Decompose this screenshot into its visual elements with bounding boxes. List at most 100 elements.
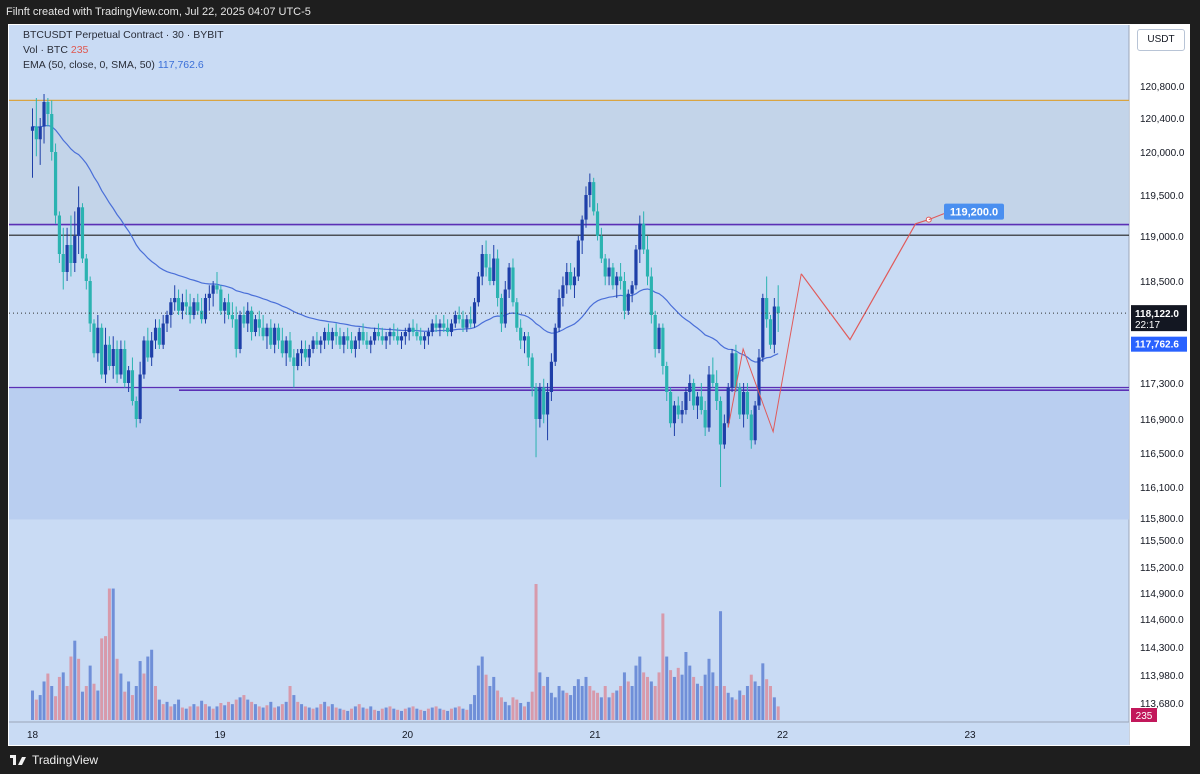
candle-body xyxy=(749,414,753,441)
candle-body xyxy=(699,396,703,410)
candle xyxy=(449,319,454,337)
volume-bar xyxy=(292,695,296,720)
candle xyxy=(738,383,742,419)
volume-bar xyxy=(726,692,730,720)
volume-bar xyxy=(92,683,96,720)
volume-bar xyxy=(480,656,484,720)
volume-bar xyxy=(438,708,442,720)
candle xyxy=(203,293,208,324)
volume-bar xyxy=(350,708,354,720)
volume-bar xyxy=(265,705,269,720)
candle-body xyxy=(576,240,580,277)
volume-bar xyxy=(707,658,711,720)
candle xyxy=(30,108,35,178)
chart-svg[interactable]: 119,200.0 120,800.0 120,400.0 120,000.0 119,… xyxy=(9,25,1189,745)
candle-body xyxy=(157,327,161,345)
candle xyxy=(288,332,292,362)
candle xyxy=(107,336,111,371)
candle xyxy=(622,272,627,320)
candle xyxy=(768,315,773,349)
candle xyxy=(465,315,469,332)
candle-body xyxy=(684,392,688,410)
candle xyxy=(434,315,438,332)
currency-button[interactable]: USDT xyxy=(1137,29,1185,51)
candle-body xyxy=(434,323,438,328)
volume-bar xyxy=(357,704,361,720)
volume-bar xyxy=(142,673,146,720)
volume-bar xyxy=(546,676,550,720)
volume-bar xyxy=(461,708,465,720)
candle-body xyxy=(392,332,396,337)
candle-body xyxy=(446,327,450,332)
candle-body xyxy=(565,272,569,286)
candle xyxy=(330,327,334,349)
candle-body xyxy=(688,383,692,392)
candle-body xyxy=(695,396,700,406)
candle-body xyxy=(103,344,108,375)
volume-bar xyxy=(653,686,657,720)
candle-body xyxy=(561,285,565,298)
volume-bar xyxy=(672,676,676,720)
candle xyxy=(346,327,350,349)
volume-bar xyxy=(61,672,65,720)
candle-body xyxy=(323,332,327,341)
candle xyxy=(349,332,354,354)
legend-ema-label: EMA (50, close, 0, SMA, 50) xyxy=(23,59,155,71)
watermark-header: Filnft created with TradingView.com, Jul… xyxy=(0,0,1200,24)
candle-body xyxy=(761,298,765,358)
candle xyxy=(388,327,392,345)
candle-body xyxy=(69,245,73,263)
volume-bar xyxy=(565,692,569,720)
volume-bar xyxy=(311,708,315,720)
candle xyxy=(422,332,427,349)
volume-bar xyxy=(34,699,38,720)
candle-body xyxy=(146,340,150,358)
candle xyxy=(530,353,534,397)
candle-body xyxy=(138,374,142,419)
candle-body xyxy=(449,323,454,332)
volume-bar xyxy=(273,707,277,720)
volume-bar xyxy=(353,706,357,720)
candle-body xyxy=(549,361,554,392)
candle xyxy=(319,336,323,354)
volume-bar xyxy=(657,672,661,720)
volume-bar xyxy=(415,708,419,720)
candle xyxy=(722,414,726,449)
volume-bar xyxy=(519,703,523,720)
candle-body xyxy=(161,323,165,345)
x-tick-label: 22 xyxy=(777,730,789,741)
volume-bar xyxy=(123,691,127,720)
candle-body xyxy=(119,349,123,375)
candle-body xyxy=(311,340,315,349)
candle xyxy=(572,267,577,298)
candle xyxy=(634,245,638,290)
candle-body xyxy=(126,370,131,383)
volume-bar xyxy=(80,691,84,720)
x-tick-label: 18 xyxy=(27,730,39,741)
volume-bar xyxy=(607,697,611,720)
candle-body xyxy=(599,236,603,259)
volume-bar xyxy=(761,663,765,720)
candle-body xyxy=(626,293,630,311)
volume-bar xyxy=(207,706,211,720)
candle xyxy=(96,315,100,362)
volume-bar xyxy=(542,686,546,720)
candle xyxy=(88,276,92,332)
volume-bar xyxy=(695,683,699,720)
candle xyxy=(680,401,684,424)
volume-bar xyxy=(396,709,400,720)
y-tick-label: 116,100.0 xyxy=(1140,483,1184,494)
candle xyxy=(77,186,81,254)
candle-body xyxy=(296,353,300,366)
candle xyxy=(611,263,615,290)
volume-bar xyxy=(326,706,330,720)
volume-bar xyxy=(715,686,719,720)
candle-body xyxy=(403,332,407,337)
candle-body xyxy=(88,281,92,324)
candle xyxy=(192,298,196,320)
last-price-countdown: 22:17 xyxy=(1135,320,1160,331)
candle xyxy=(173,285,177,311)
candle-body xyxy=(661,327,665,366)
candle xyxy=(772,298,776,354)
candle xyxy=(34,98,38,157)
